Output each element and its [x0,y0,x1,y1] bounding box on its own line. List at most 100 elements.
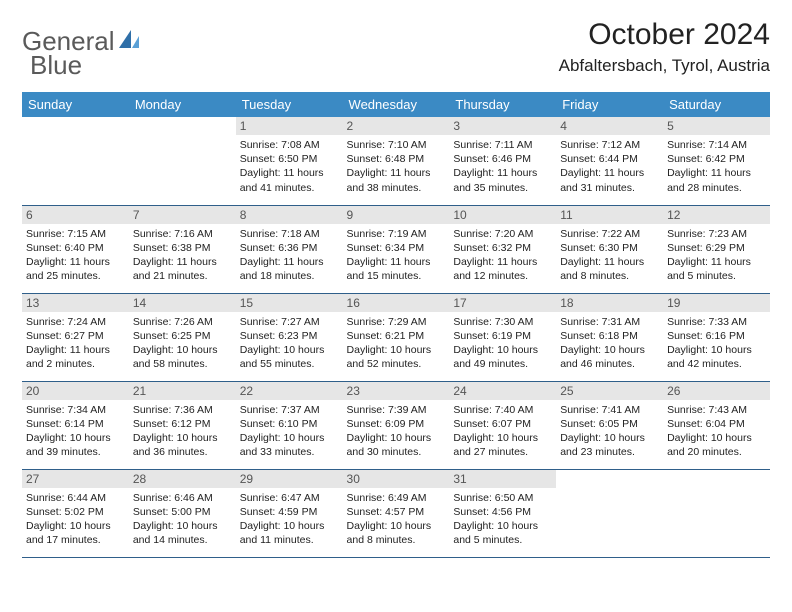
weekday-head: Saturday [663,92,770,117]
sunset-line: Sunset: 6:32 PM [453,241,552,255]
sunset-line: Sunset: 6:05 PM [560,417,659,431]
day-details: Sunrise: 7:16 AMSunset: 6:38 PMDaylight:… [133,227,232,284]
daylight-line: and 27 minutes. [453,445,552,459]
daylight-line: Daylight: 10 hours [453,343,552,357]
day-number: 21 [129,382,236,400]
day-details: Sunrise: 7:20 AMSunset: 6:32 PMDaylight:… [453,227,552,284]
day-details: Sunrise: 7:29 AMSunset: 6:21 PMDaylight:… [347,315,446,372]
sunrise-line: Sunrise: 7:30 AM [453,315,552,329]
sunrise-line: Sunrise: 7:20 AM [453,227,552,241]
sunrise-line: Sunrise: 7:16 AM [133,227,232,241]
day-cell: 13Sunrise: 7:24 AMSunset: 6:27 PMDayligh… [22,293,129,381]
sunrise-line: Sunrise: 7:26 AM [133,315,232,329]
sunrise-line: Sunrise: 7:34 AM [26,403,125,417]
day-cell: 17Sunrise: 7:30 AMSunset: 6:19 PMDayligh… [449,293,556,381]
day-cell: 28 Sunrise: 6:46 AMSunset: 5:00 PMDayligh… [129,469,236,557]
day-number: 2 [343,117,450,135]
daylight-line: Daylight: 11 hours [347,255,446,269]
sunset-line: Sunset: 5:02 PM [26,505,125,519]
day-details: Sunrise: 7:39 AMSunset: 6:09 PMDaylight:… [347,403,446,460]
daylight-line: and 38 minutes. [347,181,446,195]
sunrise-line: Sunrise: 7:40 AM [453,403,552,417]
daylight-line: Daylight: 11 hours [667,255,766,269]
day-details: Sunrise: 7:14 AMSunset: 6:42 PMDaylight:… [667,138,766,195]
day-cell: 11Sunrise: 7:22 AMSunset: 6:30 PMDayligh… [556,205,663,293]
daylight-line: Daylight: 10 hours [26,431,125,445]
day-number: 28 [129,470,236,488]
week-row: 1Sunrise: 7:08 AMSunset: 6:50 PMDaylight… [22,117,770,205]
day-details: Sunrise: 7:37 AMSunset: 6:10 PMDaylight:… [240,403,339,460]
day-cell: 25Sunrise: 7:41 AMSunset: 6:05 PMDayligh… [556,381,663,469]
daylight-line: and 58 minutes. [133,357,232,371]
daylight-line: and 30 minutes. [347,445,446,459]
day-number: 29 [236,470,343,488]
sunrise-line: Sunrise: 7:08 AM [240,138,339,152]
day-cell: 5Sunrise: 7:14 AMSunset: 6:42 PMDaylight… [663,117,770,205]
sunset-line: Sunset: 6:09 PM [347,417,446,431]
week-row: 6Sunrise: 7:15 AMSunset: 6:40 PMDaylight… [22,205,770,293]
day-cell: 10Sunrise: 7:20 AMSunset: 6:32 PMDayligh… [449,205,556,293]
weekday-head: Thursday [449,92,556,117]
daylight-line: Daylight: 11 hours [453,166,552,180]
location-text: Abfaltersbach, Tyrol, Austria [559,56,770,76]
sunset-line: Sunset: 6:34 PM [347,241,446,255]
day-details: Sunrise: 7:23 AMSunset: 6:29 PMDaylight:… [667,227,766,284]
day-cell: 3Sunrise: 7:11 AMSunset: 6:46 PMDaylight… [449,117,556,205]
brand-sail-icon [117,28,143,55]
title-block: October 2024 Abfaltersbach, Tyrol, Austr… [559,18,770,76]
sunrise-line: Sunrise: 7:41 AM [560,403,659,417]
day-details: Sunrise: 7:18 AMSunset: 6:36 PMDaylight:… [240,227,339,284]
daylight-line: Daylight: 10 hours [560,343,659,357]
day-number: 31 [449,470,556,488]
week-row: 20Sunrise: 7:34 AMSunset: 6:14 PMDayligh… [22,381,770,469]
sunset-line: Sunset: 6:27 PM [26,329,125,343]
sunset-line: Sunset: 6:04 PM [667,417,766,431]
daylight-line: Daylight: 11 hours [240,255,339,269]
daylight-line: and 12 minutes. [453,269,552,283]
daylight-line: Daylight: 10 hours [667,343,766,357]
daylight-line: and 5 minutes. [453,533,552,547]
daylight-line: Daylight: 10 hours [560,431,659,445]
day-details: Sunrise: 6:46 AMSunset: 5:00 PMDaylight:… [133,491,232,548]
day-cell [663,469,770,557]
day-cell: 6Sunrise: 7:15 AMSunset: 6:40 PMDaylight… [22,205,129,293]
day-number: 30 [343,470,450,488]
weekday-head: Friday [556,92,663,117]
day-cell: 15Sunrise: 7:27 AMSunset: 6:23 PMDayligh… [236,293,343,381]
day-details: Sunrise: 7:40 AMSunset: 6:07 PMDaylight:… [453,403,552,460]
sunrise-line: Sunrise: 7:22 AM [560,227,659,241]
sunrise-line: Sunrise: 7:15 AM [26,227,125,241]
day-number: 23 [343,382,450,400]
daylight-line: Daylight: 10 hours [133,431,232,445]
day-cell: 31Sunrise: 6:50 AMSunset: 4:56 PMDayligh… [449,469,556,557]
daylight-line: Daylight: 10 hours [453,431,552,445]
daylight-line: and 49 minutes. [453,357,552,371]
day-number: 22 [236,382,343,400]
brand-blue-wrap: Blue [30,50,82,81]
day-details: Sunrise: 7:27 AMSunset: 6:23 PMDaylight:… [240,315,339,372]
day-details: Sunrise: 7:19 AMSunset: 6:34 PMDaylight:… [347,227,446,284]
daylight-line: Daylight: 10 hours [133,519,232,533]
daylight-line: and 11 minutes. [240,533,339,547]
day-details: Sunrise: 7:34 AMSunset: 6:14 PMDaylight:… [26,403,125,460]
sunset-line: Sunset: 6:30 PM [560,241,659,255]
sunset-line: Sunset: 6:10 PM [240,417,339,431]
sunset-line: Sunset: 6:19 PM [453,329,552,343]
daylight-line: Daylight: 11 hours [347,166,446,180]
sunset-line: Sunset: 6:48 PM [347,152,446,166]
daylight-line: and 39 minutes. [26,445,125,459]
daylight-line: and 41 minutes. [240,181,339,195]
day-details: Sunrise: 6:47 AMSunset: 4:59 PMDaylight:… [240,491,339,548]
daylight-line: Daylight: 11 hours [133,255,232,269]
day-number: 9 [343,206,450,224]
weekday-head: Sunday [22,92,129,117]
daylight-line: and 5 minutes. [667,269,766,283]
sunrise-line: Sunrise: 7:29 AM [347,315,446,329]
weekday-header-row: Sunday Monday Tuesday Wednesday Thursday… [22,92,770,117]
daylight-line: and 28 minutes. [667,181,766,195]
day-cell: 16Sunrise: 7:29 AMSunset: 6:21 PMDayligh… [343,293,450,381]
day-cell: 20Sunrise: 7:34 AMSunset: 6:14 PMDayligh… [22,381,129,469]
sunrise-line: Sunrise: 6:44 AM [26,491,125,505]
day-cell [129,117,236,205]
sunset-line: Sunset: 4:57 PM [347,505,446,519]
